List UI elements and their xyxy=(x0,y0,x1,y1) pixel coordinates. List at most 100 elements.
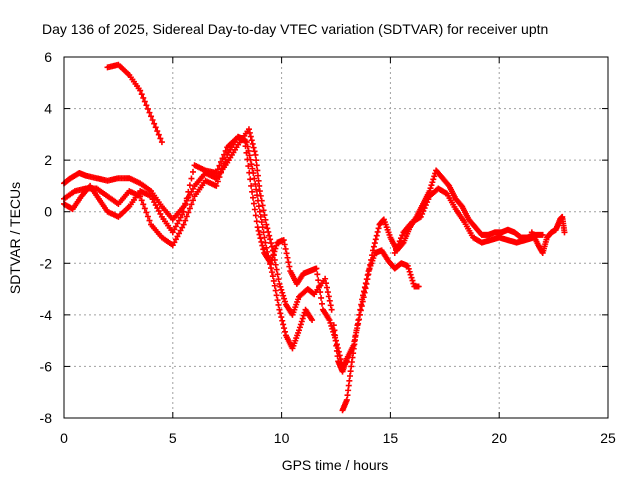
y-axis-label: SDTVAR / TECUs xyxy=(7,182,23,294)
y-tick-label: -2 xyxy=(40,255,53,271)
data-point-interp xyxy=(182,202,189,209)
data-point-interp xyxy=(353,327,360,334)
data-point xyxy=(213,182,220,189)
data-point-interp xyxy=(257,235,264,242)
data-point-interp xyxy=(409,277,416,284)
data-point-interp xyxy=(273,292,280,299)
data-point-interp xyxy=(370,243,377,250)
data-point-interp xyxy=(186,205,193,212)
data-point xyxy=(256,208,263,215)
data-point-interp xyxy=(151,120,158,127)
data-point-interp xyxy=(268,269,275,276)
data-point-interp xyxy=(246,169,253,176)
x-tick-label: 15 xyxy=(383,430,399,446)
data-point-interp xyxy=(154,128,161,135)
data-point-interp xyxy=(144,105,151,112)
data-point-interp xyxy=(278,286,285,293)
data-point-interp xyxy=(364,272,371,279)
data-point-interp xyxy=(266,232,273,239)
data-point-interp xyxy=(243,149,250,156)
data-point-interp xyxy=(373,232,380,239)
data-point-interp xyxy=(244,156,251,163)
data-point-interp xyxy=(253,186,260,193)
data-point-interp xyxy=(280,292,287,299)
data-point-interp xyxy=(362,280,369,287)
data-point-interp xyxy=(260,207,267,214)
data-point-interp xyxy=(299,315,306,322)
data-point-interp xyxy=(274,271,281,278)
data-point-interp xyxy=(252,212,259,219)
data-point-interp xyxy=(268,257,275,264)
data-point-interp xyxy=(246,129,253,136)
grid xyxy=(64,57,608,418)
data-point-interp xyxy=(354,322,361,329)
data-point-interp xyxy=(247,176,254,183)
data-point xyxy=(561,229,568,236)
data-point-interp xyxy=(157,135,164,142)
data-point xyxy=(269,273,276,280)
data-point-interp xyxy=(140,201,147,208)
data-point-interp xyxy=(317,289,324,296)
data-point-interp xyxy=(146,217,153,224)
data-point-interp xyxy=(407,271,414,278)
data-point-interp xyxy=(250,144,257,151)
data-point-interp xyxy=(355,317,362,324)
data-point-interp xyxy=(326,297,333,304)
data-point xyxy=(213,170,220,177)
data-point-interp xyxy=(258,238,265,245)
data-point-interp xyxy=(249,188,256,195)
data-point-interp xyxy=(332,337,339,344)
y-tick-label: 2 xyxy=(44,152,52,168)
data-point-interp xyxy=(246,152,253,159)
data-point-interp xyxy=(261,212,268,219)
series-sat-e xyxy=(330,167,546,375)
data-point-interp xyxy=(334,353,341,360)
data-point-interp xyxy=(285,259,292,266)
data-point-interp xyxy=(214,178,221,185)
series-sat-d xyxy=(61,133,350,370)
x-tick-label: 0 xyxy=(60,430,68,446)
x-tick-label: 10 xyxy=(274,430,290,446)
data-point-interp xyxy=(242,143,249,150)
data-point-interp xyxy=(277,310,284,317)
data-point-interp xyxy=(281,241,288,248)
data-point-interp xyxy=(358,301,365,308)
data-point-interp xyxy=(406,268,413,275)
data-point-interp xyxy=(333,342,340,349)
data-point-interp xyxy=(270,277,277,284)
data-point-interp xyxy=(217,158,224,165)
data-point-interp xyxy=(249,165,256,172)
data-point xyxy=(326,317,333,324)
data-point-interp xyxy=(275,276,282,283)
data-point-interp xyxy=(279,289,286,296)
data-point-interp xyxy=(248,137,255,144)
data-point-interp xyxy=(262,216,269,223)
data-point-interp xyxy=(286,263,293,270)
data-point-interp xyxy=(254,192,261,199)
data-point xyxy=(322,275,329,282)
data-point-interp xyxy=(372,236,379,243)
data-point-interp xyxy=(247,133,254,140)
data-point-interp xyxy=(429,179,436,186)
data-point xyxy=(296,327,303,334)
data-point-interp xyxy=(270,251,277,258)
data-point-interp xyxy=(250,194,257,201)
data-point-interp xyxy=(273,266,280,273)
data-point xyxy=(352,332,359,339)
data-point-interp xyxy=(222,147,229,154)
data-point-interp xyxy=(182,217,189,224)
x-tick-label: 20 xyxy=(491,430,507,446)
series-sat-h xyxy=(528,213,568,256)
y-tick-label: -8 xyxy=(40,410,53,426)
data-point-interp xyxy=(143,209,150,216)
data-point-interp xyxy=(141,98,148,105)
data-point-interp xyxy=(255,177,262,184)
data-point-interp xyxy=(183,195,190,202)
data-point-interp xyxy=(284,254,291,261)
data-point xyxy=(415,283,422,290)
data-point xyxy=(328,306,335,313)
axis-ticks xyxy=(63,56,609,419)
data-point-interp xyxy=(273,242,280,249)
data-point-interp xyxy=(314,271,321,278)
data-point-interp xyxy=(249,140,256,147)
